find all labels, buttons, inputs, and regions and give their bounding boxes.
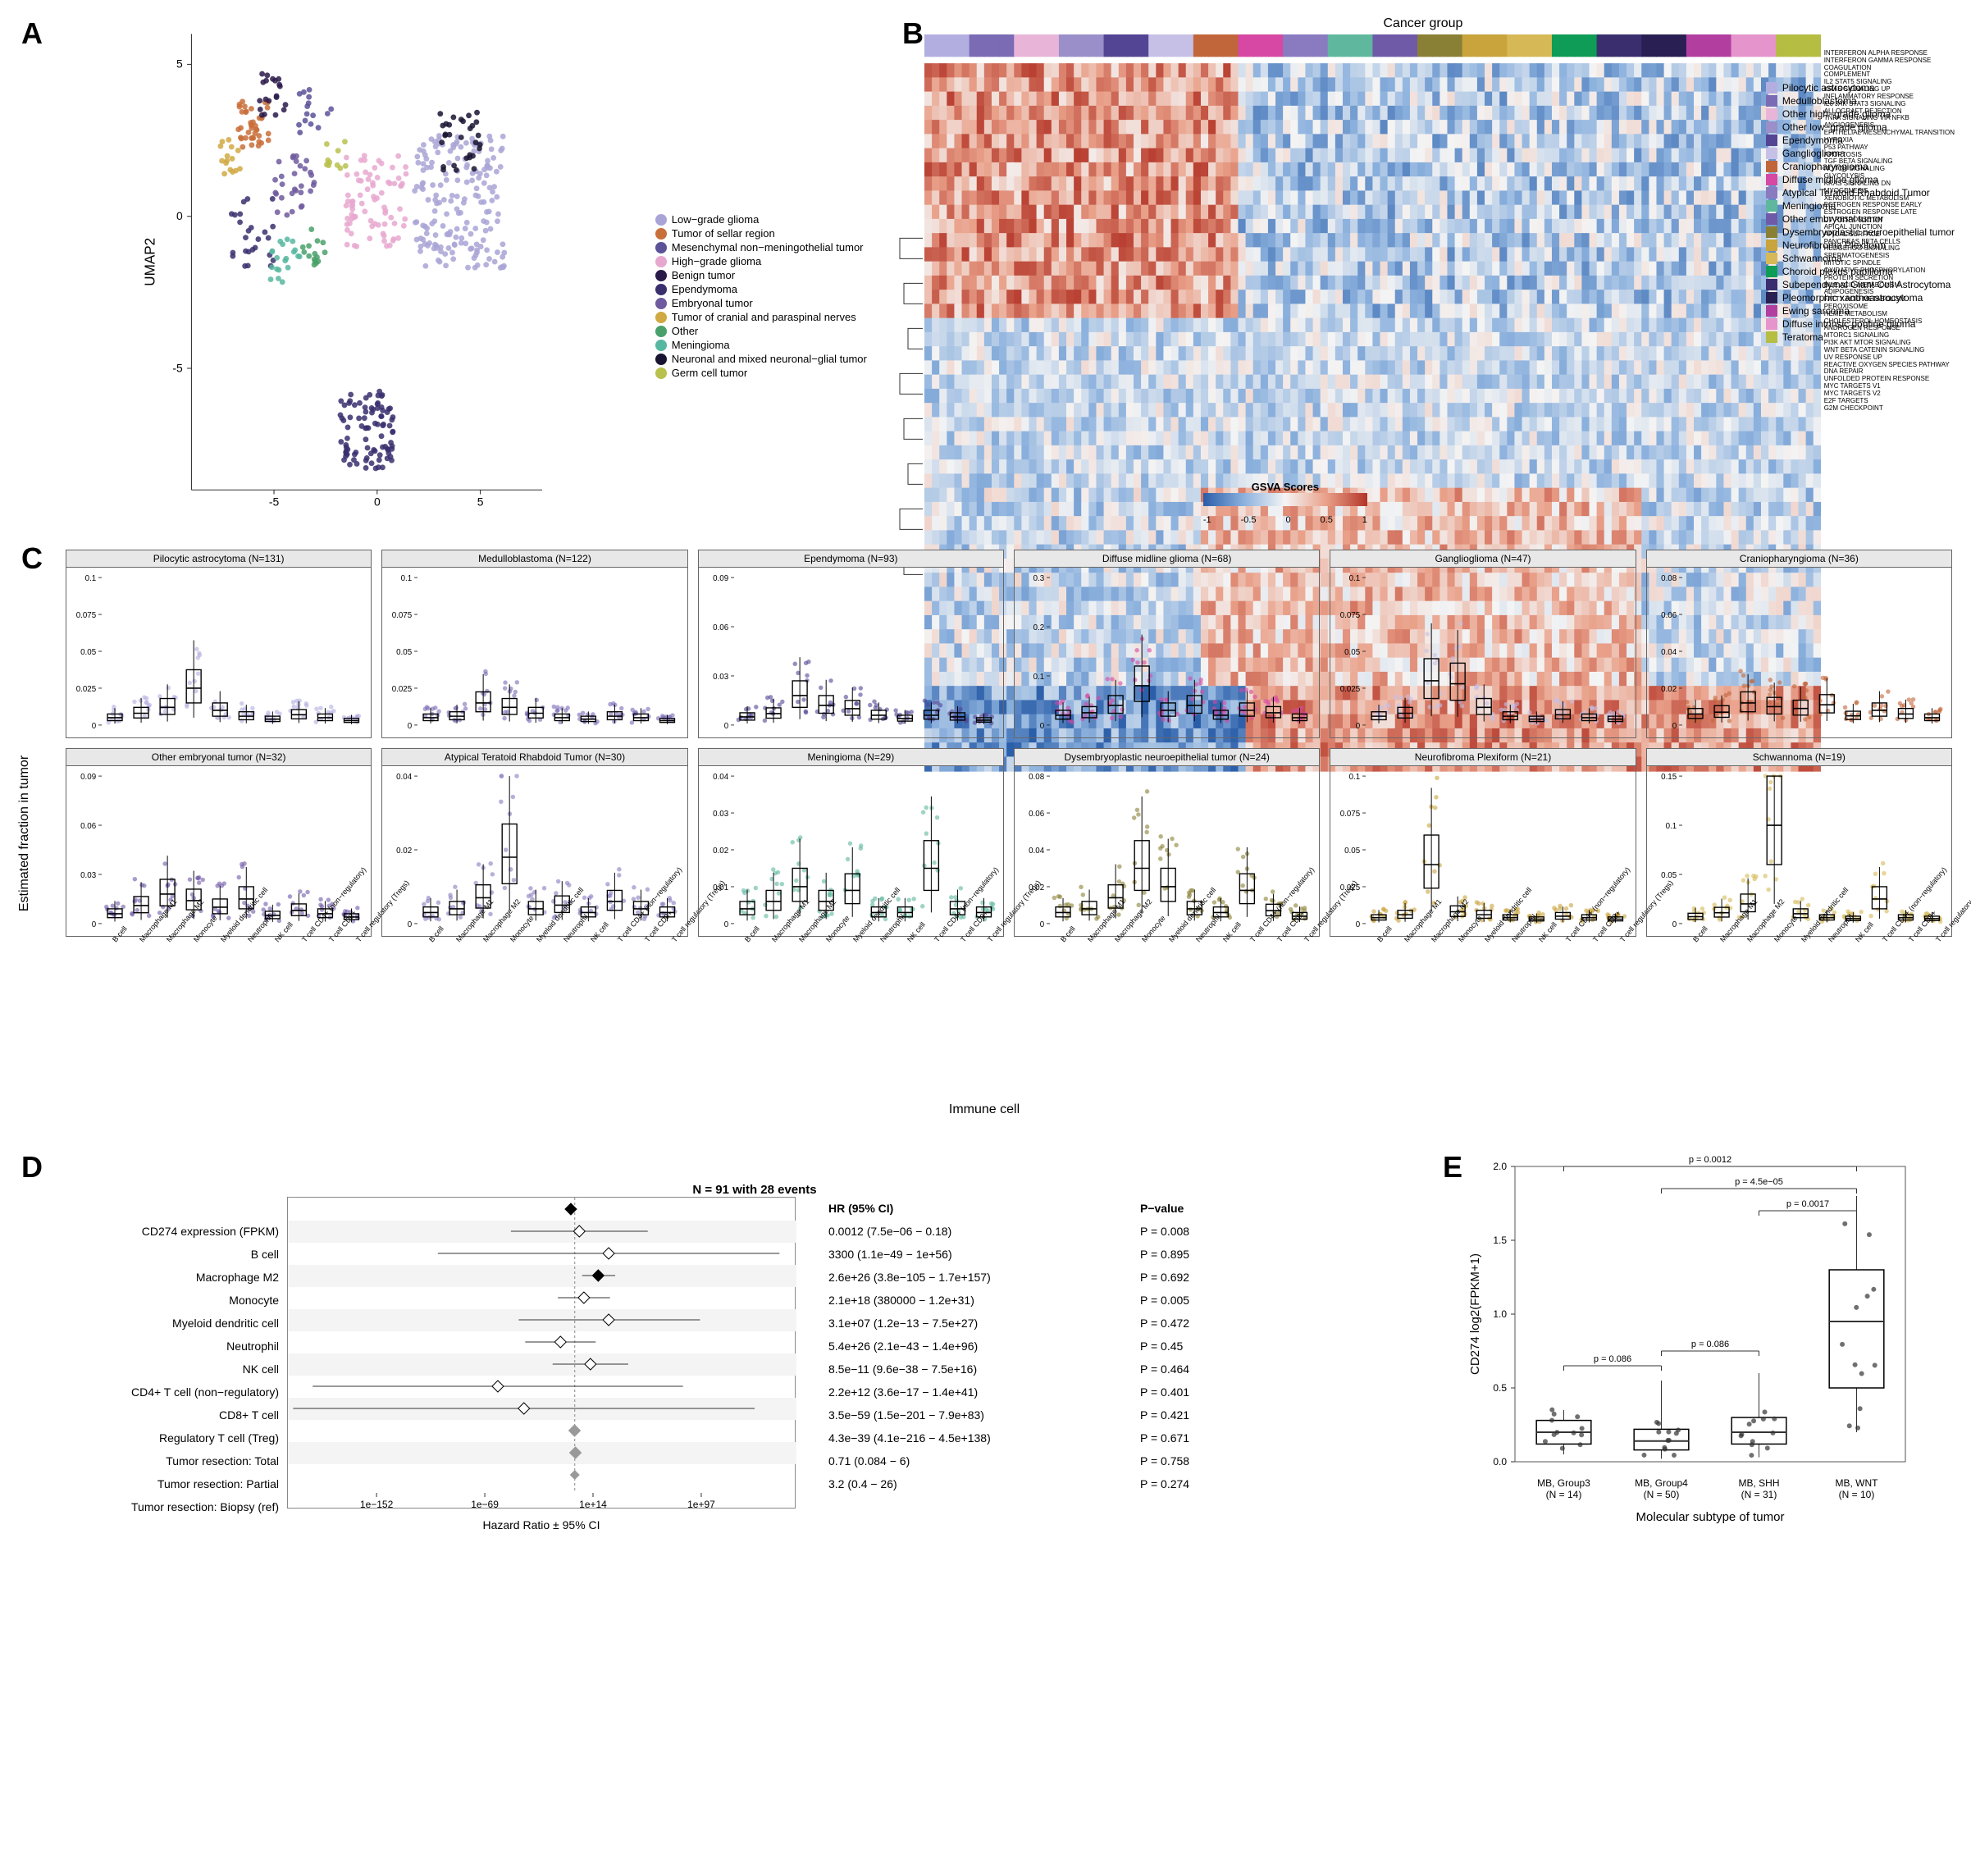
panel-c-ylabel: Estimated fraction in tumor [17,755,32,911]
legend-item: Schwannoma [1766,253,1955,264]
gsva-scale: GSVA Scores -1-0.500.51 [1203,481,1367,525]
panel-d-forest: N = 91 with 28 events CD274 expression (… [57,1183,1452,1531]
legend-item: Pleomorphic xanthoastrocytoma [1766,292,1955,304]
forest-row-label: Macrophage M2 [57,1266,279,1289]
facet: Diffuse midline glioma (N=68)00.10.20.3 [1014,550,1320,738]
forest-row-p: P = 0.895 [1140,1243,1271,1266]
facet: Craniopharyngioma (N=36)00.020.040.060.0… [1646,550,1952,738]
forest-row-hr: 3300 (1.1e−49 − 1e+56) [828,1243,1124,1266]
forest-row-p: P = 0.692 [1140,1266,1271,1289]
panel-a-legend: Low−grade gliomaTumor of sellar regionMe… [655,213,867,381]
forest-row-p: P = 0.005 [1140,1289,1271,1312]
legend-item: Embryonal tumor [655,297,867,309]
forest-row-label: Tumor resection: Biopsy (ref) [57,1495,279,1518]
forest-row-label: CD8+ T cell [57,1404,279,1426]
legend-item: Craniopharyngioma [1766,161,1955,172]
forest-row-hr [828,1495,1124,1518]
svg-text:UMAP2: UMAP2 [143,238,158,286]
forest-row-p: P = 0.274 [1140,1472,1271,1495]
legend-item: Neuronal and mixed neuronal−glial tumor [655,353,867,365]
forest-row-hr: 2.6e+26 (3.8e−105 − 1.7e+157) [828,1266,1124,1289]
legend-item: Meningioma [655,339,867,351]
legend-item: Other [655,325,867,337]
forest-row-label: CD4+ T cell (non−regulatory) [57,1381,279,1404]
forest-row-label: CD274 expression (FPKM) [57,1220,279,1243]
panel-e-boxplot: 0.00.51.01.52.0CD274 log2(FPKM+1)Molecul… [1462,1150,1922,1527]
forest-row-hr: 4.3e−39 (4.1e−216 − 4.5e+138) [828,1426,1124,1449]
legend-item: Other high−grade glioma [1766,108,1955,120]
svg-text:-5: -5 [269,495,280,508]
forest-xlabel: Hazard Ratio ± 95% CI [287,1518,796,1531]
panel-b-title: Cancer group [892,16,1955,31]
forest-row-label: NK cell [57,1358,279,1381]
svg-text:0: 0 [176,209,183,222]
legend-item: Dysembryoplastic neuroepithelial tumor [1766,226,1955,238]
facet: Pilocytic astrocytoma (N=131)00.0250.050… [66,550,372,738]
legend-item: Germ cell tumor [655,367,867,379]
panel-a-umap: -5 0 5 -5 0 5 UMAP2 Low−grade gliomaTumor of s… [16,16,875,525]
forest-row-p: P = 0.758 [1140,1449,1271,1472]
legend-item: Benign tumor [655,269,867,281]
legend-item: Medulloblastoma [1766,95,1955,107]
legend-item: Ependymoma [1766,135,1955,146]
svg-text:5: 5 [176,57,183,71]
legend-item: Atypical Teratoid Rhabdoid Tumor [1766,187,1955,199]
forest-row-p: P = 0.008 [1140,1220,1271,1243]
legend-item: Other embryonal tumor [1766,213,1955,225]
forest-row-hr: 3.5e−59 (1.5e−201 − 7.9e+83) [828,1404,1124,1426]
panel-b-heatmap: Cancer group INTERFERON ALPHA RESPONSEIN… [892,16,1955,525]
forest-row-hr: 3.1e+07 (1.2e−13 − 7.5e+27) [828,1312,1124,1335]
forest-row-p: P = 0.45 [1140,1335,1271,1358]
forest-row-label: Tumor resection: Total [57,1449,279,1472]
forest-row-label: Monocyte [57,1289,279,1312]
legend-item: Ganglioglioma [1766,148,1955,159]
forest-row-p: P = 0.401 [1140,1381,1271,1404]
legend-item: Ependymoma [655,283,867,295]
legend-item: High−grade glioma [655,255,867,267]
legend-item: Tumor of cranial and paraspinal nerves [655,311,867,323]
forest-row-hr: 2.2e+12 (3.6e−17 − 1.4e+41) [828,1381,1124,1404]
panel-d-label: D [21,1150,43,1184]
forest-row-p: P = 0.421 [1140,1404,1271,1426]
legend-item: Subependymal Giant Cell Astrocytoma [1766,279,1955,290]
svg-text:-5: -5 [172,361,183,374]
legend-item: Low−grade glioma [655,213,867,226]
forest-title: N = 91 with 28 events [57,1183,1452,1197]
panel-c-xlabel: Immune cell [16,1102,1952,1117]
forest-row-hr: 2.1e+18 (380000 − 1.2e+31) [828,1289,1124,1312]
facet: Ependymoma (N=93)00.030.060.09 [698,550,1004,738]
legend-item: Choroid plexus papilloma [1766,266,1955,277]
forest-row-label: Regulatory T cell (Treg) [57,1426,279,1449]
forest-row-label: Myeloid dendritic cell [57,1312,279,1335]
legend-item: Mesenchymal non−meningothelial tumor [655,241,867,253]
legend-item: Teratoma [1766,331,1955,343]
panel-c-boxplots: Estimated fraction in tumor Pilocytic as… [16,550,1952,1117]
panel-b-legend: Pilocytic astrocytomaMedulloblastomaOthe… [1766,82,1955,345]
legend-item: Diffuse midline glioma [1766,174,1955,185]
legend-item: Meningioma [1766,200,1955,212]
forest-row-label: Tumor resection: Partial [57,1472,279,1495]
facet: Ganglioglioma (N=47)00.0250.050.0750.1 [1330,550,1636,738]
legend-item: Pilocytic astrocytoma [1766,82,1955,94]
legend-item: Other low−grade glioma [1766,121,1955,133]
svg-text:5: 5 [477,495,484,508]
legend-item: Neurofibroma Plexiform [1766,240,1955,251]
forest-row-label: B cell [57,1243,279,1266]
legend-item: Diffuse intrinsic pontine glioma [1766,318,1955,330]
legend-item: Tumor of sellar region [655,227,867,240]
legend-item: Ewing sarcoma [1766,305,1955,317]
forest-row-hr: 3.2 (0.4 − 26) [828,1472,1124,1495]
forest-row-hr: 0.71 (0.084 − 6) [828,1449,1124,1472]
forest-row-p: P = 0.464 [1140,1358,1271,1381]
svg-text:0: 0 [374,495,381,508]
forest-row-hr: 5.4e+26 (2.1e−43 − 1.4e+96) [828,1335,1124,1358]
forest-row-label: Neutrophil [57,1335,279,1358]
forest-row-p: P = 0.472 [1140,1312,1271,1335]
forest-row-hr: 0.0012 (7.5e−06 − 0.18) [828,1220,1124,1243]
forest-row-p: P = 0.671 [1140,1426,1271,1449]
forest-row-p [1140,1495,1271,1518]
forest-row-hr: 8.5e−11 (9.6e−38 − 7.5e+16) [828,1358,1124,1381]
panel-e-label: E [1443,1150,1462,1184]
facet: Medulloblastoma (N=122)00.0250.050.0750.… [381,550,687,738]
